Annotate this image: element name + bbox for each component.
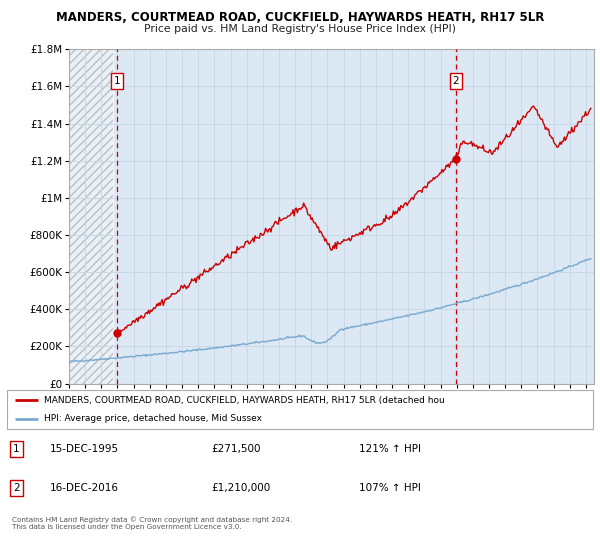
Text: MANDERS, COURTMEAD ROAD, CUCKFIELD, HAYWARDS HEATH, RH17 5LR: MANDERS, COURTMEAD ROAD, CUCKFIELD, HAYW… <box>56 11 544 24</box>
Text: 107% ↑ HPI: 107% ↑ HPI <box>359 483 421 493</box>
Text: 2: 2 <box>13 483 20 493</box>
Text: £271,500: £271,500 <box>212 444 261 454</box>
Bar <box>69 49 113 384</box>
Bar <box>69 49 113 384</box>
Text: 1: 1 <box>13 444 20 454</box>
Text: 2: 2 <box>453 76 460 86</box>
Text: 16-DEC-2016: 16-DEC-2016 <box>50 483 119 493</box>
Text: £1,210,000: £1,210,000 <box>212 483 271 493</box>
FancyBboxPatch shape <box>7 390 593 429</box>
Text: 15-DEC-1995: 15-DEC-1995 <box>50 444 119 454</box>
Text: 1: 1 <box>113 76 120 86</box>
Text: Contains HM Land Registry data © Crown copyright and database right 2024.
This d: Contains HM Land Registry data © Crown c… <box>12 516 292 530</box>
Text: MANDERS, COURTMEAD ROAD, CUCKFIELD, HAYWARDS HEATH, RH17 5LR (detached hou: MANDERS, COURTMEAD ROAD, CUCKFIELD, HAYW… <box>44 395 445 404</box>
Text: 121% ↑ HPI: 121% ↑ HPI <box>359 444 421 454</box>
Text: HPI: Average price, detached house, Mid Sussex: HPI: Average price, detached house, Mid … <box>44 414 262 423</box>
Text: Price paid vs. HM Land Registry's House Price Index (HPI): Price paid vs. HM Land Registry's House … <box>144 24 456 34</box>
